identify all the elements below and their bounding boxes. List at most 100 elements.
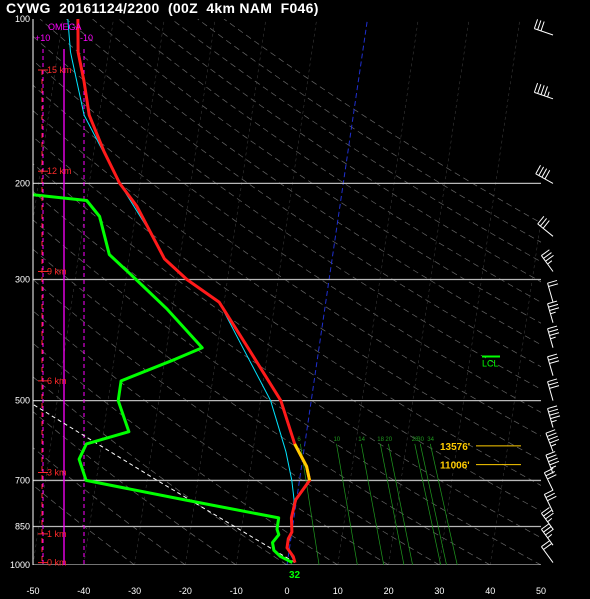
isotherm: [489, 218, 541, 565]
wind-barb-half-flag: [550, 443, 557, 447]
temperature-tick-label: -10: [230, 586, 243, 596]
wind-barb: [547, 300, 560, 323]
wind-barb: [533, 19, 554, 36]
wind-barb-staff: [547, 283, 554, 303]
wind-barb-flag: [544, 170, 551, 180]
wind-barb-flag: [545, 254, 554, 262]
wind-barb-flag: [545, 528, 554, 536]
wind-barb-staff: [543, 472, 554, 491]
wind-barb-flag: [537, 215, 545, 225]
wind-barb: [547, 325, 560, 348]
wind-barb-flag: [538, 166, 545, 176]
wind-barb-staff: [547, 408, 554, 428]
mixing-ratio-line: [419, 443, 447, 565]
temperature-highlight: [293, 443, 312, 481]
wind-barb-flag: [548, 328, 559, 333]
wind-barb-flag: [545, 512, 554, 520]
wind-barb-flag: [549, 332, 560, 336]
wind-barb-flag: [549, 385, 560, 389]
wind-barb-flag: [537, 20, 542, 30]
dry-adiabat: [171, 19, 541, 263]
pressure-tick-label: 1000: [10, 560, 30, 570]
wind-barb-flag: [545, 492, 555, 498]
isotherm: [33, 19, 63, 223]
wind-barb-half-flag: [547, 517, 553, 523]
mixing-ratio-line: [429, 443, 458, 565]
wind-barb-flag: [541, 249, 550, 256]
dry-adiabat: [118, 19, 541, 303]
isotherm: [235, 19, 317, 565]
isotherm: [83, 19, 165, 565]
mixing-ratio-line: [360, 443, 385, 565]
mixing-ratio-line: [388, 443, 413, 565]
wind-barb-flag: [543, 509, 552, 517]
wind-barb-flag: [535, 165, 541, 175]
wind-barb-flag: [543, 543, 552, 550]
mixing-ratio-label: 30: [417, 437, 424, 443]
dry-adiabat: [33, 219, 541, 565]
temperature-tick-label: 30: [434, 586, 444, 596]
wind-barb-staff: [545, 433, 554, 452]
omega-title: OMEGA: [48, 22, 82, 32]
wind-barb-staff: [537, 223, 554, 237]
wind-barb-half-flag: [550, 311, 556, 315]
mixing-ratio-label: 18: [377, 437, 384, 443]
wind-barb-staff: [547, 356, 554, 376]
height-label: 12 km: [47, 166, 72, 176]
wind-barb-flag: [549, 307, 560, 311]
level-label: 13576': [440, 442, 470, 453]
wind-barb-flag: [548, 356, 559, 361]
dry-adiabat: [33, 163, 541, 512]
temperature-tick-label: 20: [384, 586, 394, 596]
wind-barb-flag: [544, 467, 554, 474]
wind-barb-flag: [544, 489, 554, 495]
wind-barb-flag: [533, 19, 539, 29]
wind-barb-flag: [547, 353, 558, 358]
wind-barb: [545, 451, 560, 474]
mixing-ratio-label: 20: [385, 437, 392, 443]
wind-barb-flag: [537, 84, 542, 94]
wind-barb-flag: [547, 432, 557, 437]
wind-barb-flag: [545, 471, 555, 477]
wind-barb-half-flag: [547, 260, 553, 265]
dry-adiabat: [66, 19, 541, 346]
wind-barb: [541, 507, 554, 530]
temperature-tick-label: 0: [284, 586, 289, 596]
wind-barb-flag: [549, 438, 560, 444]
temperature-tick-label: -20: [179, 586, 192, 596]
dry-adiabat: [39, 19, 541, 368]
isotherm: [33, 19, 114, 565]
wind-barb-flag: [547, 474, 557, 480]
wind-barb-staff: [545, 454, 554, 474]
dry-adiabat: [33, 411, 237, 565]
wind-barb-flag: [548, 381, 559, 386]
height-label: 0 km: [47, 558, 67, 568]
height-label: 3 km: [47, 468, 67, 478]
mixing-ratio-line: [414, 443, 442, 565]
dry-adiabat: [33, 136, 541, 486]
wind-barb-half-flag: [550, 336, 556, 340]
dry-adiabat: [33, 279, 440, 565]
mixing-ratio-label: 28: [412, 437, 419, 443]
wind-barb-flag: [549, 412, 560, 416]
wind-barb-flag: [549, 460, 560, 466]
dry-adiabat: [33, 248, 491, 565]
wind-barb: [547, 353, 560, 376]
dewpoint-trace: [33, 193, 294, 564]
wind-barb-staff: [541, 546, 554, 563]
level-label: 11006': [440, 461, 470, 472]
wind-barb: [537, 215, 554, 237]
wind-barb-staff: [541, 255, 554, 272]
temperature-trace: [76, 19, 312, 564]
wind-barb: [547, 279, 559, 303]
dry-adiabat: [33, 376, 288, 565]
isotherm: [337, 19, 419, 565]
height-label: 1 km: [47, 529, 67, 539]
wind-barb-staff: [534, 28, 554, 36]
wind-barb-flag: [547, 495, 557, 502]
wind-barb-staff: [547, 328, 554, 348]
wind-barb-staff: [534, 91, 554, 100]
wind-barb-flag: [541, 523, 550, 530]
wind-barb-flag: [543, 525, 552, 533]
wind-barb-flag: [540, 218, 547, 227]
